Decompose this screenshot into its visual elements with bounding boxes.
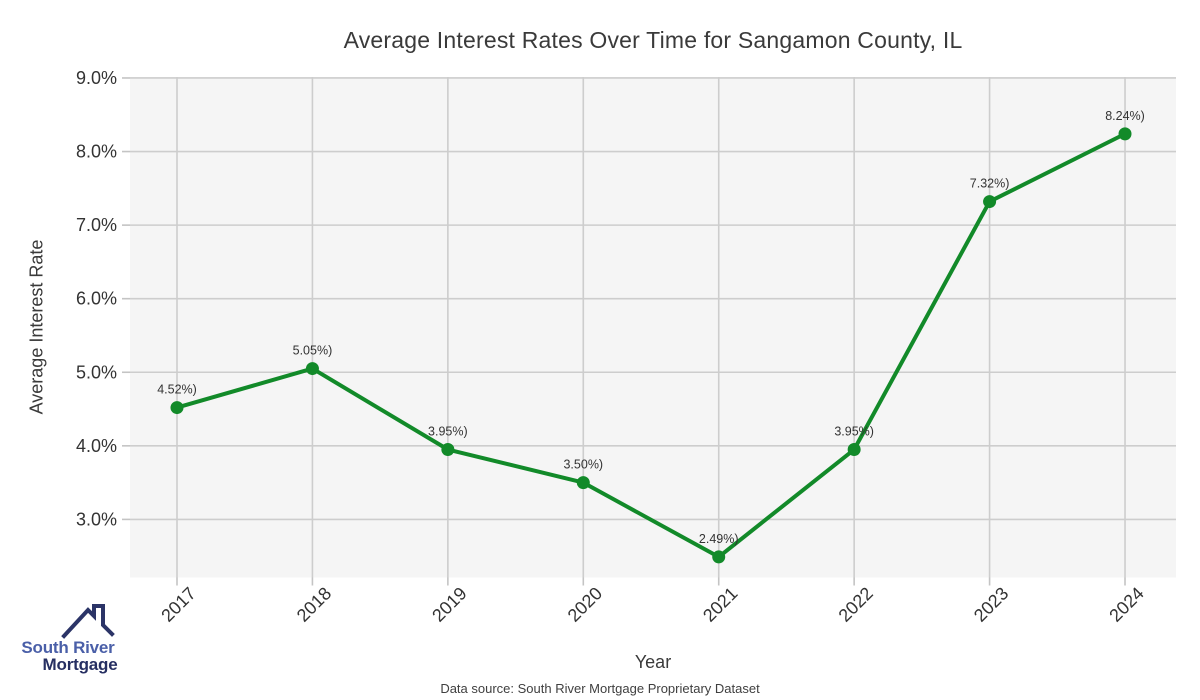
south-river-mortgage-logo: South River Mortgage (18, 600, 128, 680)
point-label: 3.95%) (428, 425, 468, 439)
house-roof-icon (61, 604, 115, 639)
x-axis-label: Year (634, 652, 672, 672)
chart-title: Average Interest Rates Over Time for San… (343, 27, 963, 53)
logo-text-line1: South River (21, 638, 115, 657)
y-tick-label: 7.0% (76, 215, 117, 235)
data-point (712, 550, 726, 564)
y-tick-label: 9.0% (76, 68, 117, 88)
plot-area (130, 77, 1176, 578)
x-tick-label: 2017 (157, 583, 199, 625)
point-label: 2.49%) (699, 532, 739, 546)
point-label: 8.24%) (1105, 109, 1145, 123)
data-point (576, 476, 590, 490)
point-label: 3.50%) (563, 458, 603, 472)
y-tick-label: 8.0% (76, 142, 117, 162)
x-tick-label: 2021 (699, 583, 741, 625)
data-point (983, 195, 997, 209)
y-tick-label: 3.0% (76, 509, 117, 529)
y-tick-label: 4.0% (76, 436, 117, 456)
point-label: 4.52%) (157, 383, 197, 397)
x-tick-label: 2024 (1105, 583, 1147, 625)
x-tick-label: 2022 (835, 583, 877, 625)
point-label: 3.95%) (834, 425, 874, 439)
x-tick-label: 2019 (428, 583, 470, 625)
data-point (170, 401, 184, 415)
y-tick-label: 5.0% (76, 362, 117, 382)
series-line (175, 131, 1128, 559)
data-source-note: Data source: South River Mortgage Propri… (440, 681, 760, 696)
x-tick-label: 2018 (293, 583, 335, 625)
logo-text-line2: Mortgage (42, 655, 118, 674)
point-label: 7.32%) (970, 177, 1010, 191)
data-point (1118, 127, 1132, 141)
x-tick-label: 2023 (970, 583, 1012, 625)
data-point (305, 362, 319, 376)
data-point (441, 443, 455, 457)
y-axis-label: Average Interest Rate (26, 239, 47, 415)
x-tick-label: 2020 (564, 583, 606, 625)
y-tick-label: 6.0% (76, 289, 117, 309)
point-label: 5.05%) (293, 344, 333, 358)
data-point (847, 443, 861, 457)
